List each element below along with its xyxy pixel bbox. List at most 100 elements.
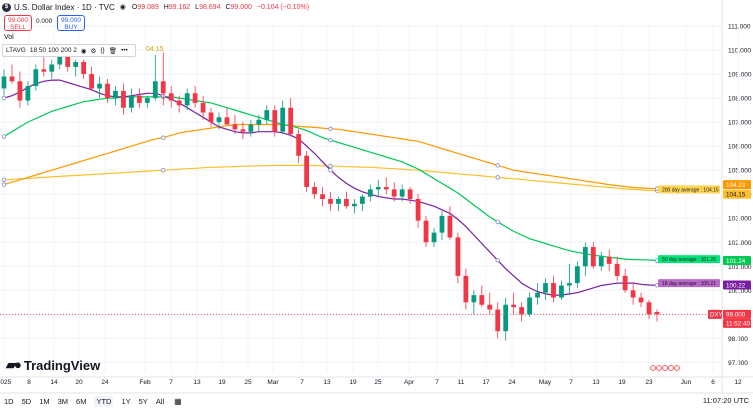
candle-body[interactable] (447, 215, 453, 238)
ma-anchor-point[interactable] (1, 134, 7, 139)
candle-body[interactable] (73, 62, 79, 67)
candle-body[interactable] (256, 119, 262, 125)
ma-anchor-point[interactable] (1, 95, 7, 101)
candle-body[interactable] (574, 266, 580, 284)
range-1m[interactable]: 1M (39, 396, 50, 406)
candle-body[interactable] (487, 304, 493, 310)
candle-body[interactable] (638, 297, 644, 303)
candle-body[interactable] (17, 81, 23, 101)
candle-body[interactable] (49, 64, 55, 72)
candle-body[interactable] (232, 124, 238, 130)
delete-icon[interactable]: 🗑 (108, 47, 117, 55)
range-5d[interactable]: 5D (21, 396, 32, 406)
candle-body[interactable] (152, 81, 158, 99)
candle-body[interactable] (240, 129, 246, 132)
candle-body[interactable] (383, 186, 389, 190)
candle-body[interactable] (503, 304, 509, 332)
ma-anchor-point[interactable] (1, 177, 7, 182)
range-ytd[interactable]: YTD (94, 395, 114, 407)
ma-anchor-point[interactable] (328, 126, 333, 132)
event-marker-icon[interactable] (650, 365, 656, 371)
candle-body[interactable] (559, 285, 564, 298)
ma-anchor-point[interactable] (328, 137, 333, 143)
candle-body[interactable] (97, 83, 102, 89)
range-all[interactable]: All (155, 396, 165, 406)
candle-body[interactable] (471, 295, 477, 303)
candle-body[interactable] (399, 189, 405, 197)
candle-body[interactable] (543, 283, 548, 293)
indicator-legend[interactable]: LTAVG 18 50 100 200 2 ◉ ⚙ {} 🗑 ••• (2, 44, 136, 57)
candle-body[interactable] (582, 247, 588, 267)
candle-body[interactable] (630, 290, 636, 298)
candle-body[interactable] (423, 220, 429, 243)
candle-body[interactable] (57, 52, 63, 65)
ma-anchor-point[interactable] (328, 163, 333, 169)
candle-body[interactable] (415, 199, 421, 221)
candle-body[interactable] (622, 275, 628, 291)
candle-body[interactable] (113, 90, 118, 99)
candle-body[interactable] (614, 263, 620, 276)
candle-body[interactable] (65, 52, 71, 67)
event-marker-icon[interactable] (656, 365, 662, 371)
symbol-title[interactable]: U.S. Dollar Index · 1D · TVC (14, 2, 115, 12)
candle-body[interactable] (535, 292, 540, 298)
candle-body[interactable] (208, 112, 214, 123)
range-5y[interactable]: 5Y (138, 396, 148, 406)
candle-body[interactable] (336, 199, 341, 204)
candle-body[interactable] (551, 283, 556, 298)
candle-body[interactable] (598, 256, 604, 267)
candle-body[interactable] (296, 134, 302, 156)
candle-body[interactable] (519, 307, 525, 315)
range-1d[interactable]: 1D (4, 396, 14, 406)
candle-body[interactable] (590, 247, 596, 267)
candle-body[interactable] (121, 90, 126, 108)
candle-body[interactable] (264, 110, 270, 120)
candle-body[interactable] (511, 304, 517, 308)
candle-body[interactable] (224, 117, 230, 125)
ma-anchor-point[interactable] (495, 258, 500, 263)
candle-body[interactable] (216, 117, 222, 123)
range-6m[interactable]: 6M (76, 396, 87, 406)
candle-body[interactable] (1, 76, 7, 89)
ma-anchor-point[interactable] (161, 167, 166, 173)
event-marker-icon[interactable] (668, 365, 674, 371)
candle-body[interactable] (344, 199, 349, 207)
candle-body[interactable] (439, 215, 445, 233)
candle-body[interactable] (192, 93, 198, 103)
candle-body[interactable] (359, 196, 365, 204)
ma-anchor-point[interactable] (328, 167, 333, 173)
candle-body[interactable] (168, 93, 174, 101)
event-marker-icon[interactable] (662, 365, 668, 371)
calendar-icon[interactable]: ▦ (174, 396, 182, 406)
candle-body[interactable] (328, 199, 333, 204)
candle-body[interactable] (81, 62, 87, 75)
volume-label[interactable]: Vol (4, 34, 14, 41)
candle-body[interactable] (375, 186, 381, 190)
candle-body[interactable] (567, 283, 572, 286)
candle-body[interactable] (391, 189, 397, 197)
range-1y[interactable]: 1Y (121, 396, 131, 406)
utc-clock[interactable]: 11:07:20 UTC (702, 396, 749, 405)
candle-body[interactable] (200, 102, 206, 113)
candle-body[interactable] (646, 302, 652, 315)
candle-body[interactable] (463, 275, 469, 303)
candle-body[interactable] (280, 107, 286, 132)
candle-body[interactable] (144, 98, 150, 103)
source-code-icon[interactable]: {} (100, 47, 105, 54)
range-3m[interactable]: 3M (57, 396, 69, 406)
candle-body[interactable] (25, 86, 31, 101)
candle-body[interactable] (495, 309, 501, 332)
candle-body[interactable] (479, 295, 485, 305)
candle-body[interactable] (407, 189, 413, 200)
candle-body[interactable] (9, 76, 15, 82)
ma-anchor-point[interactable] (495, 175, 500, 180)
eye-icon[interactable]: ◉ (80, 47, 87, 55)
tradingview-logo[interactable]: ▰● TradingView (6, 357, 100, 373)
eye-icon[interactable]: ◉ (119, 4, 126, 11)
candle-body[interactable] (136, 95, 142, 103)
candle-body[interactable] (105, 83, 110, 99)
candle-body[interactable] (431, 232, 437, 243)
buy-button[interactable]: 99.000 BUY (57, 15, 85, 31)
candle-body[interactable] (160, 81, 166, 94)
candle-body[interactable] (352, 203, 357, 207)
